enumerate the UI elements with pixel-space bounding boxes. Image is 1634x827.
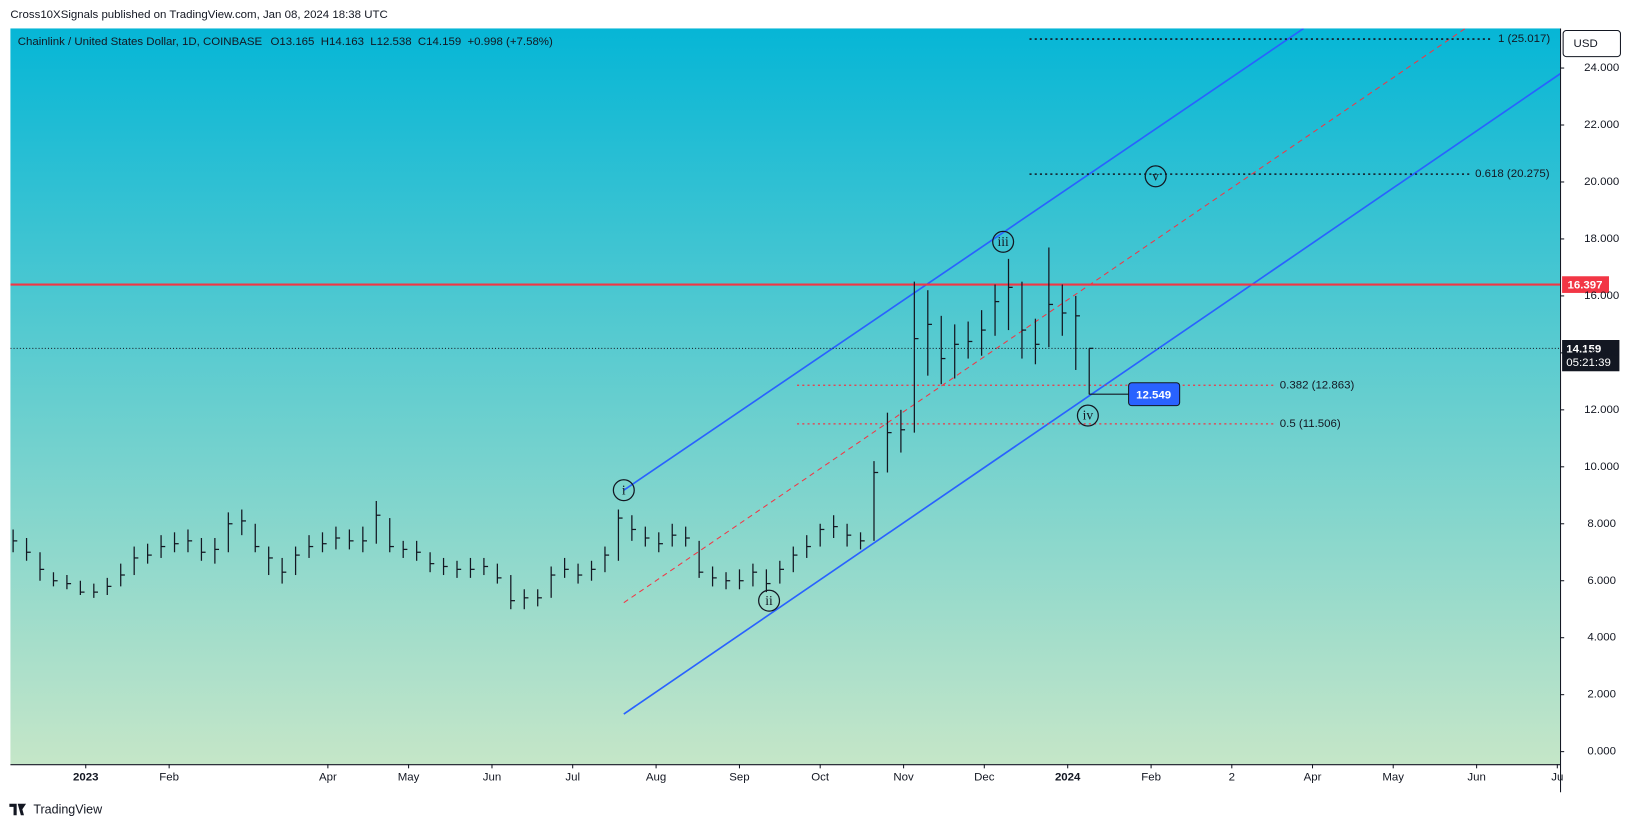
currency-label[interactable]: USD xyxy=(1574,38,1598,50)
wave-label: iv xyxy=(1083,408,1094,423)
currency-box[interactable] xyxy=(1562,30,1621,58)
wave-marker xyxy=(1144,165,1167,188)
x-tick-label: Ju xyxy=(1551,772,1563,784)
x-tick-label: May xyxy=(398,772,420,784)
footer-text: TradingView xyxy=(33,802,103,816)
y-tick-label: 12.000 xyxy=(1584,404,1619,416)
wave-marker xyxy=(612,479,635,502)
wave-marker xyxy=(1076,404,1099,427)
x-tick-label: Feb xyxy=(159,772,179,784)
x-tick-label: Oct xyxy=(811,772,830,784)
y-tick-label: 8.000 xyxy=(1587,518,1616,530)
y-tick-label: 4.000 xyxy=(1587,632,1616,644)
x-tick-label: Apr xyxy=(319,772,337,784)
trendline xyxy=(623,28,1305,491)
x-tick-label: 2 xyxy=(1229,772,1235,784)
last-price-label: 14.159 xyxy=(1566,343,1601,355)
ohlc-legend-item: H14.163 xyxy=(321,36,364,48)
ohlc-legend-item: O13.165 xyxy=(270,36,314,48)
wave-label: iii xyxy=(997,234,1009,249)
x-tick-label: Nov xyxy=(893,772,914,784)
fib-label: 1 (25.017) xyxy=(1498,33,1550,45)
fib-label: 0.5 (11.506) xyxy=(1280,418,1341,430)
footer-logo: TradingView xyxy=(9,802,103,816)
currency-button[interactable]: USD xyxy=(1562,30,1621,58)
y-tick-label: 10.000 xyxy=(1584,461,1619,473)
callout-box xyxy=(1128,382,1181,407)
x-tick-label: Jul xyxy=(565,772,580,784)
callout-label: 12.549 xyxy=(1136,389,1171,401)
trendline xyxy=(623,72,1561,715)
plot: 1 (25.017) 0.618 (20.275) 0.382 (12.863) 0.… xyxy=(10,28,1561,715)
hline-badge xyxy=(1562,276,1609,293)
y-tick-label: 18.000 xyxy=(1584,233,1619,245)
countdown-label: 05:21:39 xyxy=(1566,357,1611,369)
x-tick-label: Jun xyxy=(1467,772,1485,784)
trendline xyxy=(623,28,1466,604)
ohlc-legend-item: C14.159 xyxy=(418,36,461,48)
y-tick-label: 20.000 xyxy=(1584,176,1619,188)
fib-label: 0.382 (12.863) xyxy=(1280,379,1355,391)
logo-icon xyxy=(9,803,27,816)
wave-marker xyxy=(758,589,781,612)
wave-marker xyxy=(992,230,1015,253)
last-price-badge xyxy=(1562,340,1620,372)
x-tick-label: 2023 xyxy=(73,772,98,784)
y-tick-label: 24.000 xyxy=(1584,62,1619,74)
plot-background xyxy=(10,28,1561,765)
y-tick-label: 16.000 xyxy=(1584,290,1619,302)
y-tick-label: 2.000 xyxy=(1587,689,1616,701)
x-tick-label: May xyxy=(1382,772,1404,784)
publisher-text: Cross10XSignals published on TradingView… xyxy=(10,9,387,21)
x-tick-label: Apr xyxy=(1304,772,1322,784)
wave-label: ii xyxy=(765,593,773,608)
y-tick-label: 22.000 xyxy=(1584,119,1619,131)
hline-badge-label: 16.397 xyxy=(1568,280,1603,292)
x-tick-label: Feb xyxy=(1141,772,1161,784)
symbol-title: Chainlink / United States Dollar, 1D, CO… xyxy=(18,36,263,48)
ohlc-legend-item: L12.538 xyxy=(370,36,411,48)
wave-label: i xyxy=(622,482,626,497)
x-tick-label: Sep xyxy=(729,772,749,784)
wave-label: v xyxy=(1152,168,1159,183)
y-tick-label: 14.000 xyxy=(1584,347,1619,359)
y-tick-label: 0.000 xyxy=(1587,746,1616,758)
y-tick-label: 6.000 xyxy=(1587,575,1616,587)
x-tick-label: Jun xyxy=(483,772,501,784)
ohlc-legend-item: +0.998 (+7.58%) xyxy=(467,36,553,48)
x-tick-label: Dec xyxy=(974,772,995,784)
x-tick-label: Aug xyxy=(646,772,666,784)
x-tick-label: 2024 xyxy=(1055,772,1081,784)
fib-label: 0.618 (20.275) xyxy=(1475,168,1550,180)
